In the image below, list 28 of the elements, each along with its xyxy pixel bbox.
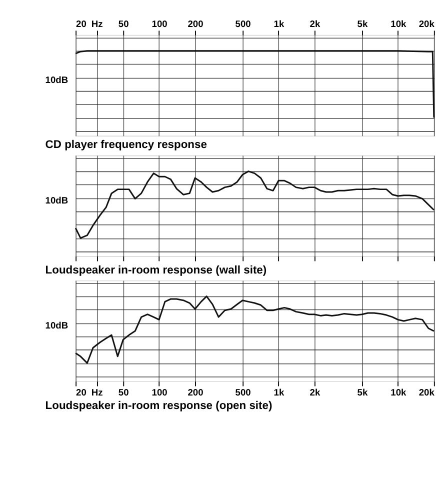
x-tick-label: 200 — [188, 388, 204, 398]
x-tick-label: 2k — [310, 388, 321, 398]
x-tick-label: 500 — [235, 388, 251, 398]
text: 10dB — [45, 195, 68, 206]
x-tick-label: 2k — [310, 18, 321, 29]
text: CD player frequency response — [45, 138, 207, 151]
x-tick-label: 20 — [76, 18, 86, 29]
x-tick-label: 50 — [118, 18, 129, 29]
x-tick-label: 5k — [357, 388, 368, 398]
x-tick-label: 20k — [418, 18, 436, 29]
x-tick-label: 20k — [418, 388, 436, 398]
x-tick-label: Hz — [91, 18, 104, 29]
x-tick-label: 10k — [390, 388, 408, 398]
x-tick-label: Hz — [91, 388, 104, 398]
text: Loudspeaker in-room response (open site) — [45, 400, 272, 412]
x-tick-label: 5k — [357, 18, 368, 29]
x-tick-label: 20 — [76, 388, 86, 398]
text: 10dB — [45, 75, 68, 86]
x-tick-label: 500 — [235, 18, 251, 29]
x-tick-label: 10k — [390, 18, 408, 29]
x-tick-label: 1k — [274, 18, 285, 29]
x-tick-label: 200 — [188, 18, 204, 29]
x-tick-label: 1k — [274, 388, 285, 398]
text: Loudspeaker in-room response (wall site) — [45, 264, 267, 276]
text: 10dB — [45, 320, 68, 330]
x-tick-label: 100 — [152, 18, 168, 29]
x-tick-label: 100 — [152, 388, 168, 398]
x-tick-label: 50 — [118, 388, 129, 398]
